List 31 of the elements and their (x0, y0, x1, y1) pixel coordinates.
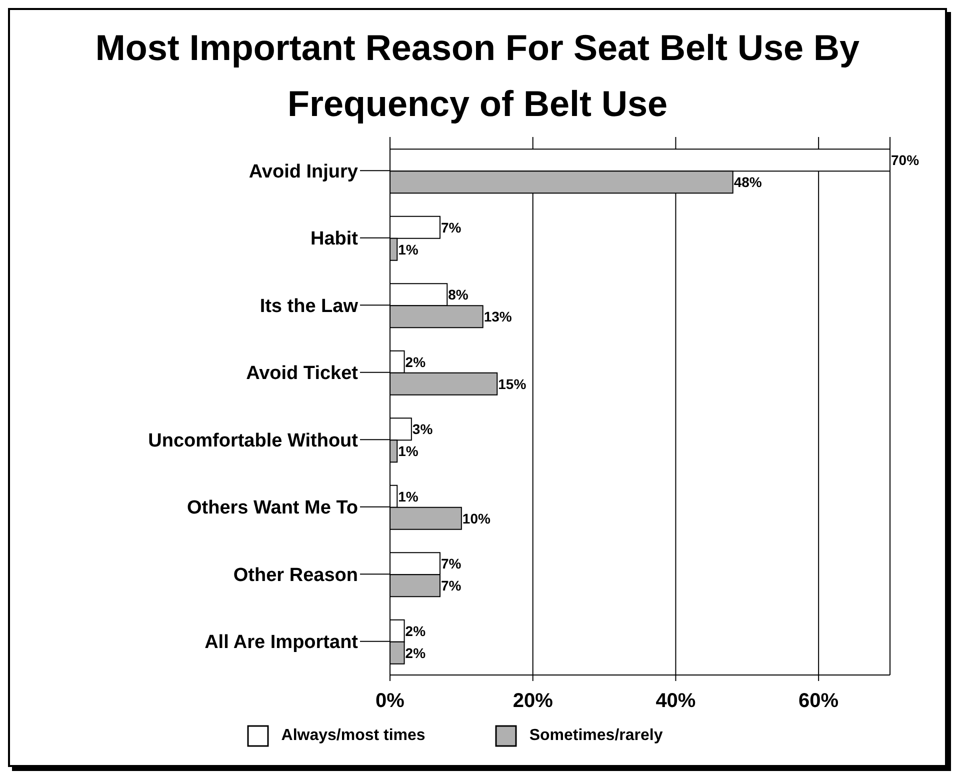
data-label: 2% (405, 644, 426, 661)
x-tick-label: 60% (798, 690, 839, 712)
data-label: 7% (441, 219, 462, 236)
chart-title: Most Important Reason For Seat Belt Use By Frequency of Belt Use (94, 26, 861, 126)
data-label: 8% (448, 286, 469, 303)
data-label: 70% (891, 152, 920, 168)
legend-label: Always/most times (281, 727, 426, 745)
y-tick-label: Others Want Me To (187, 498, 358, 519)
x-tick-label: 40% (656, 690, 696, 712)
y-tick-label: Avoid Injury (248, 161, 358, 182)
y-tick-label: Avoid Ticket (246, 363, 359, 384)
data-label: 7% (441, 578, 462, 594)
data-label: 13% (484, 308, 512, 325)
data-label: 1% (398, 443, 419, 460)
y-tick-label: Habit (310, 228, 359, 250)
data-label: 2% (405, 354, 426, 370)
data-label: 3% (412, 421, 434, 438)
x-tick-label: 20% (512, 690, 554, 712)
y-tick-label: All Are Important (204, 632, 359, 654)
data-label: 15% (498, 376, 527, 392)
legend-label: Sometimes/rarely (529, 727, 663, 745)
data-label: 2% (405, 622, 426, 639)
data-label: 10% (462, 510, 491, 526)
data-label: 1% (398, 241, 419, 258)
data-label: 7% (441, 556, 462, 572)
y-tick-label: Uncomfortable Without (148, 430, 359, 452)
x-tick-label: 0% (376, 690, 405, 712)
y-tick-label: Other Reason (233, 564, 358, 586)
data-label: 1% (398, 488, 419, 504)
data-label: 48% (734, 174, 762, 190)
y-tick-label: Its the Law (260, 296, 358, 317)
